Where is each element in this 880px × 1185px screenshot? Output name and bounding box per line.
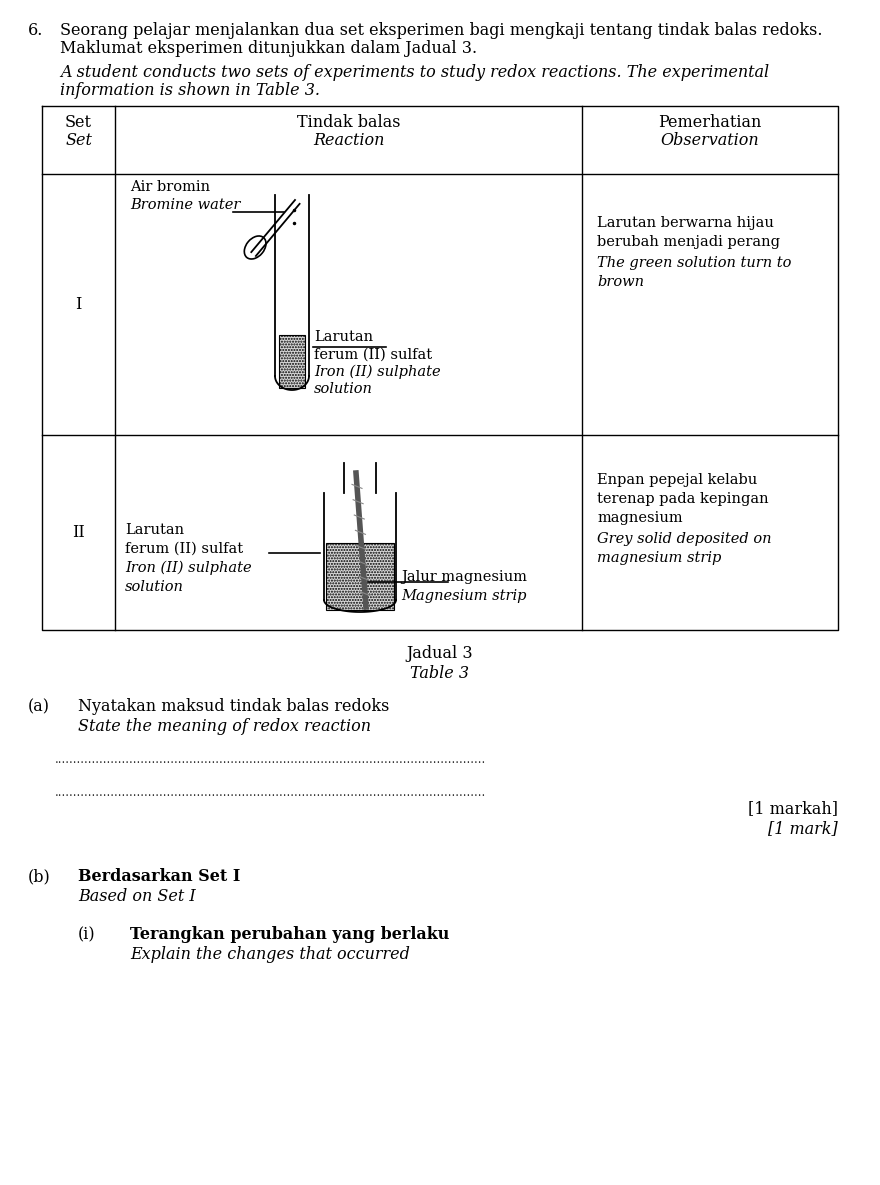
Bar: [326, 543, 394, 610]
Text: Seorang pelajar menjalankan dua set eksperimen bagi mengkaji tentang tindak bala: Seorang pelajar menjalankan dua set eksp…: [60, 23, 823, 39]
Text: Enpan pepejal kelabu: Enpan pepejal kelabu: [597, 473, 758, 487]
Text: solution: solution: [125, 579, 184, 594]
Text: terenap pada kepingan: terenap pada kepingan: [597, 492, 768, 506]
Text: (i): (i): [78, 925, 96, 943]
Text: Terangkan perubahan yang berlaku: Terangkan perubahan yang berlaku: [130, 925, 450, 943]
Text: 6.: 6.: [28, 23, 43, 39]
Text: brown: brown: [597, 275, 644, 289]
Text: Tindak balas: Tindak balas: [297, 114, 400, 132]
Text: solution: solution: [314, 382, 373, 396]
Text: information is shown in Table 3.: information is shown in Table 3.: [60, 82, 320, 100]
Text: Larutan berwarna hijau: Larutan berwarna hijau: [597, 216, 774, 230]
Text: Larutan: Larutan: [314, 329, 373, 344]
Text: ................................................................................: ........................................…: [55, 752, 487, 766]
Text: Jadual 3: Jadual 3: [407, 645, 473, 662]
Text: (b): (b): [28, 867, 51, 885]
Text: Set: Set: [65, 114, 92, 132]
Text: The green solution turn to: The green solution turn to: [597, 256, 791, 270]
Text: A student conducts two sets of experiments to study redox reactions. The experim: A student conducts two sets of experimen…: [60, 64, 769, 81]
Text: Bromine water: Bromine water: [130, 198, 240, 212]
Text: Nyatakan maksud tindak balas redoks: Nyatakan maksud tindak balas redoks: [78, 698, 389, 715]
Text: Reaction: Reaction: [312, 132, 385, 149]
Text: ferum (II) sulfat: ferum (II) sulfat: [125, 542, 243, 556]
Text: Air bromin: Air bromin: [130, 180, 210, 194]
Text: State the meaning of redox reaction: State the meaning of redox reaction: [78, 718, 371, 735]
Text: Berdasarkan Set I: Berdasarkan Set I: [78, 867, 240, 885]
Text: Table 3: Table 3: [410, 665, 470, 683]
Text: Grey solid deposited on: Grey solid deposited on: [597, 532, 772, 546]
Text: Explain the changes that occurred: Explain the changes that occurred: [130, 946, 410, 963]
Text: magnesium strip: magnesium strip: [597, 551, 722, 565]
Text: (a): (a): [28, 698, 50, 715]
Text: Iron (II) sulphate: Iron (II) sulphate: [125, 561, 252, 576]
Text: II: II: [72, 524, 84, 542]
Text: Pemerhatian: Pemerhatian: [658, 114, 762, 132]
Text: ................................................................................: ........................................…: [55, 786, 487, 799]
Text: [1 markah]: [1 markah]: [748, 800, 838, 816]
Text: Set: Set: [65, 132, 92, 149]
Text: ferum (II) sulfat: ferum (II) sulfat: [314, 348, 432, 361]
Text: Magnesium strip: Magnesium strip: [401, 589, 526, 603]
Bar: [279, 335, 305, 387]
Text: berubah menjadi perang: berubah menjadi perang: [597, 235, 780, 249]
Text: Larutan: Larutan: [125, 523, 184, 537]
Text: I: I: [76, 296, 82, 313]
Text: magnesium: magnesium: [597, 511, 683, 525]
Text: [1 mark]: [1 mark]: [768, 820, 838, 837]
Text: Observation: Observation: [661, 132, 759, 149]
Text: Jalur magnesium: Jalur magnesium: [401, 570, 527, 584]
Text: Based on Set I: Based on Set I: [78, 888, 195, 905]
Text: Iron (II) sulphate: Iron (II) sulphate: [314, 365, 441, 379]
Text: Maklumat eksperimen ditunjukkan dalam Jadual 3.: Maklumat eksperimen ditunjukkan dalam Ja…: [60, 40, 477, 57]
